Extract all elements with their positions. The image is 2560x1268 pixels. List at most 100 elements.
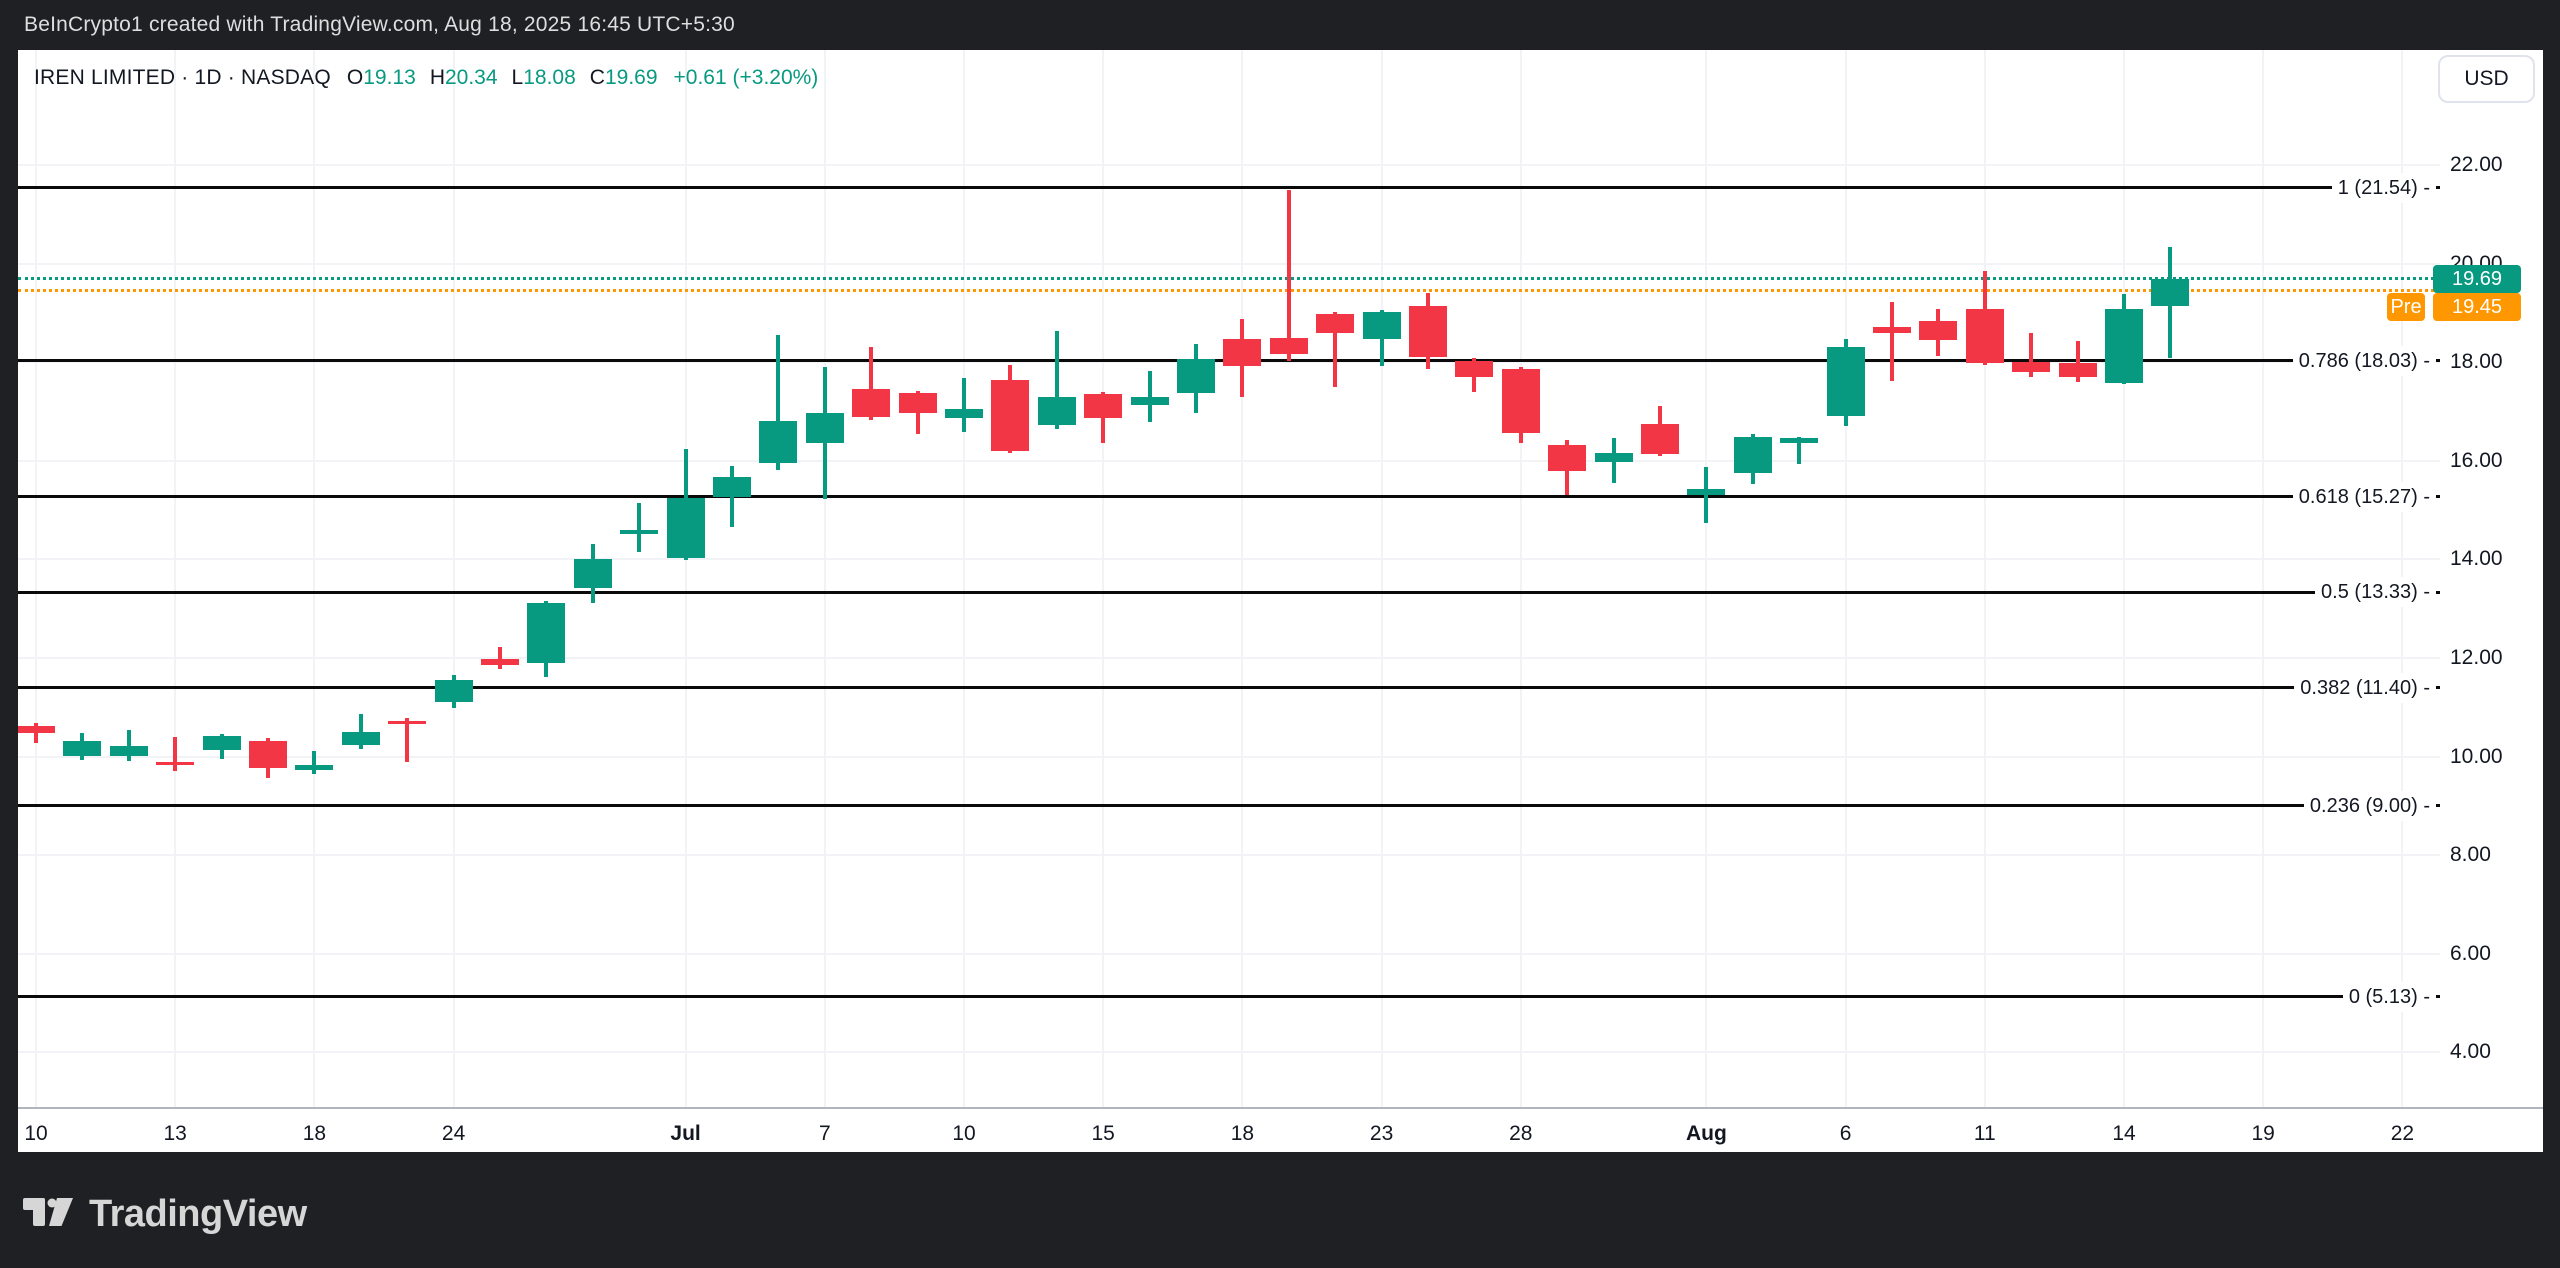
candle[interactable] bbox=[295, 764, 334, 770]
candle[interactable] bbox=[527, 602, 566, 663]
candle-wick[interactable] bbox=[2075, 341, 2080, 382]
candle-wick[interactable] bbox=[126, 729, 131, 762]
candle[interactable] bbox=[573, 558, 612, 588]
candle[interactable] bbox=[1965, 308, 2004, 363]
candle-wick[interactable] bbox=[776, 335, 781, 471]
fib-label[interactable]: 0.786 (18.03) - bbox=[2292, 345, 2436, 376]
candle[interactable] bbox=[1269, 338, 1308, 354]
candle-wick[interactable] bbox=[358, 713, 363, 750]
candle[interactable] bbox=[1687, 489, 1726, 496]
price-gridline bbox=[18, 1051, 2440, 1054]
candle[interactable] bbox=[2058, 363, 2097, 377]
price-axis[interactable]: 22.00 20.00 18.00 16.00 14.00 12.00 10.00 8.00 6… bbox=[2440, 50, 2543, 1107]
candle-wick[interactable] bbox=[637, 502, 642, 552]
price-axis-label: 16.00 bbox=[2450, 448, 2503, 472]
candle-wick[interactable] bbox=[405, 717, 410, 762]
candle[interactable] bbox=[1594, 452, 1633, 462]
candle-wick[interactable] bbox=[869, 346, 874, 420]
candle-wick[interactable] bbox=[34, 723, 38, 744]
time-gridline bbox=[2123, 50, 2125, 1107]
candle[interactable] bbox=[341, 731, 380, 745]
candle[interactable] bbox=[898, 393, 937, 413]
fib-line[interactable] bbox=[18, 804, 2440, 808]
time-axis[interactable]: 10 13 18 24 Jul 7 10 15 18 23 28 Aug 6 11 14 19 22 bbox=[18, 1107, 2543, 1154]
candle-wick[interactable] bbox=[2029, 333, 2034, 377]
time-axis-label: 28 bbox=[1509, 1122, 1533, 1145]
candle[interactable] bbox=[1130, 397, 1169, 406]
fib-line[interactable] bbox=[18, 186, 2440, 190]
candle[interactable] bbox=[852, 388, 891, 417]
last-price-line bbox=[18, 277, 2440, 281]
candle[interactable] bbox=[1084, 394, 1123, 418]
candle[interactable] bbox=[2151, 278, 2190, 307]
candle[interactable] bbox=[2012, 362, 2051, 373]
tradingview-logo[interactable]: TradingView bbox=[23, 1192, 307, 1236]
fib-label[interactable]: 0.382 (11.40) - bbox=[2294, 672, 2436, 703]
candle-wick[interactable] bbox=[312, 750, 317, 774]
candle[interactable] bbox=[1548, 445, 1587, 472]
candle[interactable] bbox=[713, 477, 751, 497]
price-axis-label: 8.00 bbox=[2450, 843, 2491, 867]
candle-wick[interactable] bbox=[1797, 437, 1802, 464]
fib-label[interactable]: 0.5 (13.33) - bbox=[2315, 577, 2436, 608]
price-axis-label: 12.00 bbox=[2450, 646, 2503, 669]
candle[interactable] bbox=[1037, 397, 1076, 426]
attribution-text: BeInCrypto1 created with TradingView.com… bbox=[24, 13, 735, 36]
price-axis-label: 10.00 bbox=[2450, 744, 2503, 768]
candle[interactable] bbox=[1455, 361, 1494, 377]
candle[interactable] bbox=[666, 497, 705, 558]
candle[interactable] bbox=[18, 726, 55, 733]
candle[interactable] bbox=[1780, 438, 1819, 444]
candle[interactable] bbox=[1641, 423, 1679, 454]
candle[interactable] bbox=[249, 740, 287, 768]
fib-label[interactable]: 0 (5.13) - bbox=[2342, 981, 2436, 1012]
candle[interactable] bbox=[1362, 311, 1401, 340]
time-gridline bbox=[1983, 50, 1986, 1107]
price-axis-label: 14.00 bbox=[2450, 547, 2503, 571]
footer: TradingView bbox=[0, 1152, 2560, 1268]
fib-label[interactable]: 0.618 (15.27) - bbox=[2292, 481, 2436, 512]
fib-line[interactable] bbox=[18, 686, 2440, 690]
candle-wick[interactable] bbox=[173, 736, 178, 771]
candle[interactable] bbox=[1316, 313, 1355, 334]
candle[interactable] bbox=[388, 721, 427, 725]
candle[interactable] bbox=[202, 735, 241, 750]
candle[interactable] bbox=[1223, 338, 1262, 367]
candle[interactable] bbox=[2105, 308, 2143, 383]
candle[interactable] bbox=[805, 412, 844, 444]
fib-line[interactable] bbox=[18, 590, 2440, 594]
candle[interactable] bbox=[1873, 326, 1911, 333]
candle[interactable] bbox=[620, 529, 659, 534]
time-gridline bbox=[35, 50, 37, 1107]
candle[interactable] bbox=[1409, 305, 1447, 358]
candle-wick[interactable] bbox=[1054, 331, 1059, 429]
candle[interactable] bbox=[991, 379, 1030, 451]
symbol-title[interactable]: IREN LIMITED · 1D · NASDAQ bbox=[34, 66, 331, 89]
candle[interactable] bbox=[1733, 437, 1772, 474]
plot-area[interactable]: 1 (21.54) - 0.786 (18.03) - 0.618 (15.27) … bbox=[18, 50, 2440, 1107]
candle[interactable] bbox=[945, 409, 983, 418]
candle[interactable] bbox=[1177, 359, 1215, 394]
fib-label[interactable]: 0.236 (9.00) - bbox=[2303, 790, 2436, 821]
candle[interactable] bbox=[1501, 369, 1540, 434]
candle[interactable] bbox=[434, 680, 473, 702]
candle[interactable] bbox=[156, 761, 195, 765]
candle[interactable] bbox=[109, 746, 148, 757]
time-axis-label: 13 bbox=[163, 1122, 187, 1145]
currency-toggle-button[interactable]: USD bbox=[2438, 55, 2535, 103]
fib-label[interactable]: 1 (21.54) - bbox=[2331, 172, 2436, 203]
candle-wick[interactable] bbox=[1890, 301, 1894, 381]
candle-wick[interactable] bbox=[962, 377, 966, 433]
price-gridline bbox=[18, 854, 2440, 857]
candle-wick[interactable] bbox=[1286, 189, 1291, 361]
candle[interactable] bbox=[759, 420, 798, 463]
fib-line[interactable] bbox=[18, 995, 2440, 999]
candle-wick[interactable] bbox=[1147, 371, 1152, 422]
candle[interactable] bbox=[1919, 320, 1958, 340]
candle[interactable] bbox=[1826, 346, 1865, 416]
candle[interactable] bbox=[63, 740, 102, 757]
candle[interactable] bbox=[481, 658, 519, 665]
candle-wick[interactable] bbox=[1333, 311, 1338, 387]
fib-line[interactable] bbox=[18, 495, 2440, 499]
candle-wick[interactable] bbox=[498, 646, 502, 669]
